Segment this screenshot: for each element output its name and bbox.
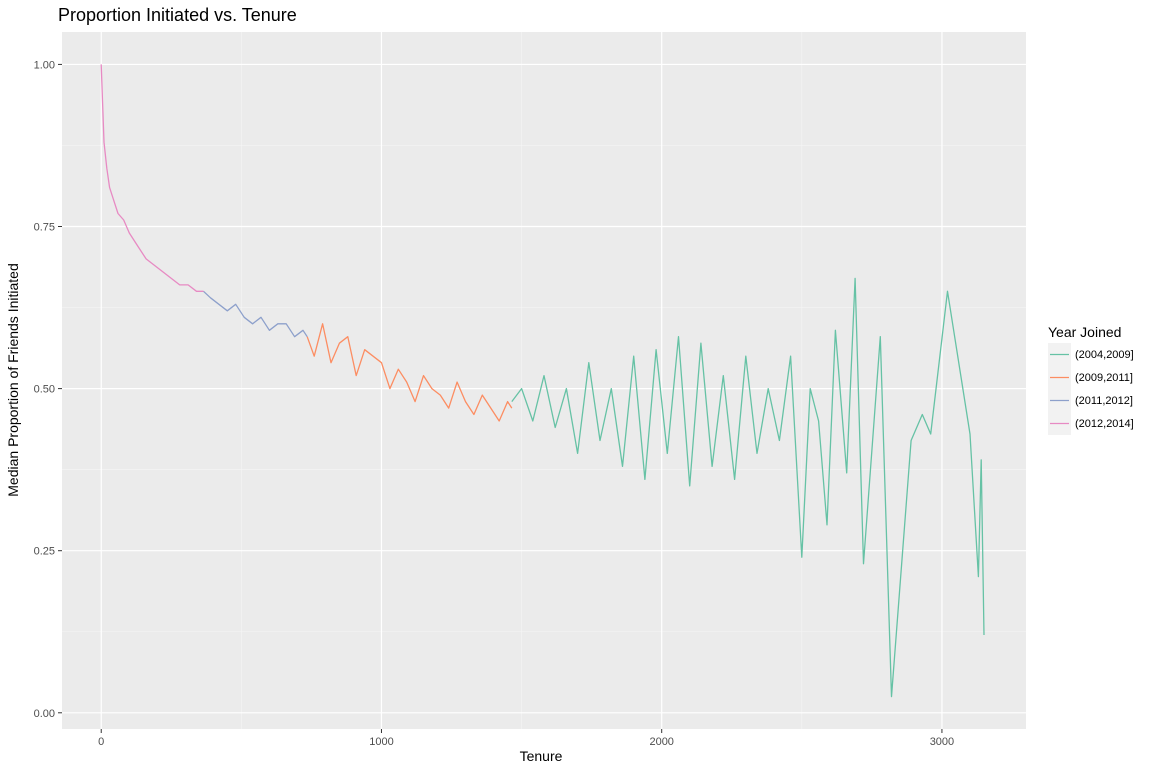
- x-axis-title: Tenure: [520, 748, 563, 764]
- legend-label: (2011,2012]: [1075, 395, 1133, 407]
- x-axis-ticks: 0 1000 2000 3000: [98, 729, 954, 748]
- y-axis-title: Median Proportion of Friends Initiated: [5, 263, 21, 496]
- major-gridlines: [62, 32, 1026, 729]
- series-line-2004-2009: [511, 277, 985, 698]
- x-tick-label: 2000: [649, 736, 673, 748]
- y-axis-ticks: 0.00 0.25 0.50 0.75 1.00: [34, 59, 62, 720]
- series-line-2009-2011: [306, 323, 513, 422]
- legend-title: Year Joined: [1048, 324, 1121, 340]
- series-line-2011-2012: [203, 290, 308, 338]
- x-tick-label: 1000: [369, 736, 393, 748]
- legend-label: (2009,2011]: [1075, 372, 1133, 384]
- y-tick-label: 1.00: [34, 59, 55, 71]
- plot-panel: [62, 32, 1026, 729]
- series-line-2012-2014: [100, 64, 204, 292]
- y-tick-label: 0.00: [34, 708, 55, 720]
- minor-gridlines: [62, 32, 1026, 729]
- legend-label: (2004,2009]: [1075, 349, 1134, 361]
- y-tick-label: 0.75: [34, 222, 55, 234]
- x-tick-label: 0: [98, 736, 104, 748]
- legend-label: (2012,2014]: [1075, 418, 1134, 430]
- x-tick-label: 3000: [930, 736, 954, 748]
- chart-title: Proportion Initiated vs. Tenure: [58, 5, 297, 25]
- y-tick-label: 0.50: [34, 384, 55, 396]
- y-tick-label: 0.25: [34, 546, 55, 558]
- legend: Year Joined (2004,2009] (2009,2011] (2011,…: [1048, 324, 1134, 435]
- series-lines: [100, 64, 985, 698]
